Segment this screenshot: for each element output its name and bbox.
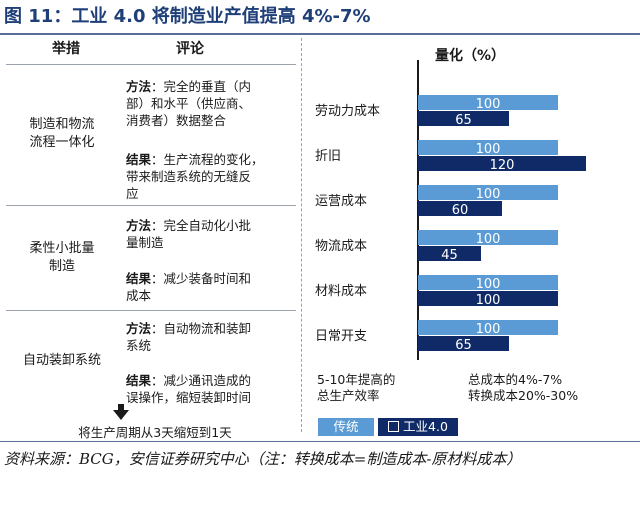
data-label: 100 <box>476 322 501 337</box>
table-header-divider <box>6 64 296 65</box>
row-divider <box>6 205 296 206</box>
summary-line: 5-10年提高的 <box>317 372 396 387</box>
desc-line: ：完全自动化小批 <box>151 218 252 233</box>
bar-traditional <box>418 320 558 335</box>
summary-line: 总生产效率 <box>317 388 380 403</box>
area-label-flexible: 柔性小批量 制造 <box>6 240 118 276</box>
data-label: 120 <box>490 158 515 173</box>
source-divider <box>0 441 640 442</box>
result-handling: 结果：减少通讯造成的 误操作，缩短装卸时间 <box>126 372 296 406</box>
area-line: 制造和物流 <box>29 117 95 132</box>
summary-line: 转换成本20%-30% <box>468 388 579 403</box>
desc-line: ：完全的垂直（内 <box>151 79 252 94</box>
down-arrow-icon <box>118 404 124 411</box>
desc-line: 带来制造系统的无缝反 <box>126 169 252 184</box>
desc-line: 系统 <box>126 338 152 353</box>
data-label: 100 <box>476 142 501 157</box>
row-divider <box>6 310 296 311</box>
desc-line: 误操作，缩短装卸时间 <box>126 390 252 405</box>
down-arrow-icon <box>113 410 129 420</box>
chart-legend: 传统 工业4.0 <box>318 416 462 436</box>
category-label: 运营成本 <box>315 194 367 209</box>
legend-traditional: 传统 <box>318 418 374 436</box>
area-line: 柔性小批量 <box>29 241 95 256</box>
desc-line: 成本 <box>126 288 152 303</box>
category-label: 材料成本 <box>315 284 367 299</box>
bar-traditional <box>418 95 558 110</box>
bar-industry40 <box>418 336 509 351</box>
bar-traditional <box>418 140 558 155</box>
desc-line: 应 <box>126 186 139 201</box>
desc-line: ：减少通讯造成的 <box>151 373 252 388</box>
bar-traditional <box>418 230 558 245</box>
desc-line: ：生产流程的变化， <box>151 152 264 167</box>
bar-traditional <box>418 185 558 200</box>
desc-line: ：自动物流和装卸 <box>151 321 252 336</box>
method-label: 方法 <box>126 218 152 233</box>
legend-label: 传统 <box>333 419 359 434</box>
method-label: 方法 <box>126 79 152 94</box>
area-line: 自动装卸系统 <box>22 353 101 368</box>
data-label: 65 <box>455 113 472 128</box>
data-label: 45 <box>441 248 458 263</box>
result-label: 结果 <box>126 373 152 388</box>
result-label: 结果 <box>126 271 152 286</box>
column-divider <box>301 38 302 432</box>
result-integration: 结果：生产流程的变化， 带来制造系统的无缝反 应 <box>126 151 296 202</box>
desc-line: 量制造 <box>126 235 164 250</box>
category-label: 劳动力成本 <box>315 103 380 119</box>
bar-industry40 <box>418 111 509 126</box>
data-label: 65 <box>455 338 472 353</box>
desc-line: ：减少装备时间和 <box>151 271 252 286</box>
method-integration: 方法：完全的垂直（内 部）和水平（供应商、 消费者）数据整合 <box>126 78 296 129</box>
legend-swatch <box>388 421 400 432</box>
source-note: 资料来源：BCG，安信证券研究中心（注：转换成本=制造成本-原材料成本） <box>4 450 522 468</box>
area-line: 流程一体化 <box>29 135 95 150</box>
result-flexible: 结果：减少装备时间和 成本 <box>126 270 296 304</box>
result-label: 结果 <box>126 152 152 167</box>
summary-efficiency: 5-10年提高的 总生产效率 <box>317 372 395 404</box>
bar-industry40 <box>418 291 558 306</box>
bar-traditional <box>418 275 558 290</box>
summary-line: 总成本的4%-7% <box>468 372 563 387</box>
chart-title: 量化（%） <box>435 48 506 64</box>
data-label: 100 <box>476 277 501 292</box>
bar-industry40 <box>418 246 481 261</box>
area-label-handling: 自动装卸系统 <box>6 352 118 370</box>
area-label-integration: 制造和物流 流程一体化 <box>6 116 118 152</box>
method-flexible: 方法：完全自动化小批 量制造 <box>126 217 296 251</box>
legend-industry40: 工业4.0 <box>378 418 458 436</box>
desc-line: 消费者）数据整合 <box>126 113 227 128</box>
data-label: 60 <box>452 203 469 218</box>
method-handling: 方法：自动物流和装卸 系统 <box>126 320 296 354</box>
summary-cost: 总成本的4%-7% 转换成本20%-30% <box>468 372 578 404</box>
data-label: 100 <box>476 232 501 247</box>
desc-line: 部）和水平（供应商、 <box>126 96 252 111</box>
data-label: 100 <box>476 97 501 112</box>
figure-title: 图 11：工业 4.0 将制造业产值提高 4%-7% <box>4 6 371 27</box>
category-label: 日常开支 <box>315 329 367 344</box>
category-label: 物流成本 <box>315 239 367 254</box>
cycle-note: 将生产周期从3天缩短到1天 <box>78 425 232 440</box>
comment-header: 评论 <box>176 41 204 57</box>
method-label: 方法 <box>126 321 152 336</box>
title-divider <box>0 33 640 35</box>
area-line: 制造 <box>48 259 75 274</box>
measure-header: 举措 <box>52 41 80 57</box>
bar-industry40 <box>418 156 586 171</box>
bar-industry40 <box>418 201 502 216</box>
data-label: 100 <box>476 187 501 202</box>
category-label: 折旧 <box>315 149 341 164</box>
data-label: 100 <box>476 293 501 308</box>
legend-label: 工业4.0 <box>403 419 448 434</box>
